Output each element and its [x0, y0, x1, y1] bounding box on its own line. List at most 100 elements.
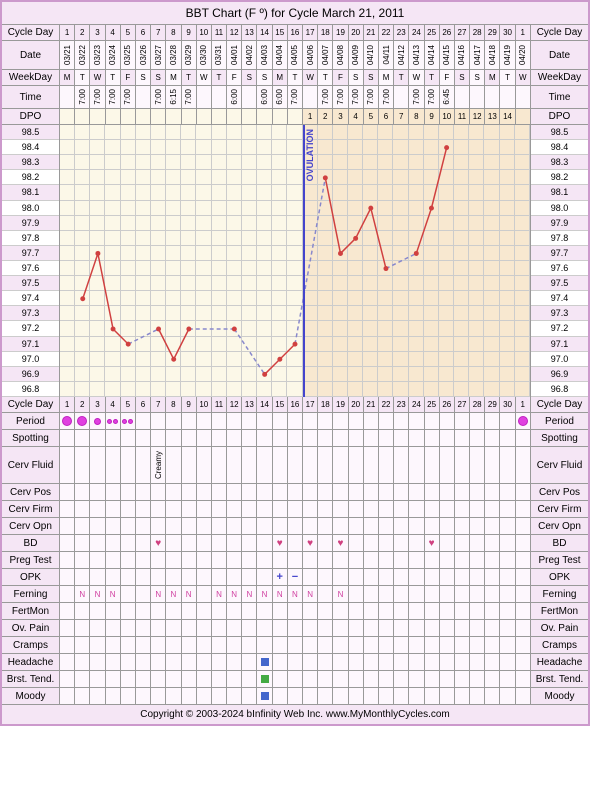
- cell: 7:00: [318, 86, 333, 108]
- cell: [151, 688, 166, 704]
- cell: [470, 671, 485, 687]
- cell: T: [182, 70, 197, 85]
- weekday-row: WeekDay MTWTFSSMTWTFSSMTWTFSSMTWTFSSMTW …: [2, 70, 588, 86]
- cell: [394, 620, 409, 636]
- cell: [516, 86, 530, 108]
- cell: 28: [470, 397, 485, 412]
- cell: [212, 671, 227, 687]
- cell: [227, 447, 242, 483]
- cell: [455, 484, 470, 500]
- cell: [257, 484, 272, 500]
- cell: 21: [364, 397, 379, 412]
- cell: [303, 413, 318, 429]
- cell: [75, 671, 90, 687]
- cell: [318, 552, 333, 568]
- cell: N: [303, 586, 318, 602]
- cell: 6:45: [440, 86, 455, 108]
- cell: [485, 535, 500, 551]
- cell: [151, 637, 166, 653]
- cell: 18: [318, 397, 333, 412]
- cell: [379, 620, 394, 636]
- cell: 4: [106, 25, 121, 40]
- cell: [333, 671, 348, 687]
- cell: [379, 603, 394, 619]
- cell: [485, 430, 500, 446]
- cell: [394, 430, 409, 446]
- cell: [409, 430, 424, 446]
- cell: T: [75, 70, 90, 85]
- cell: [227, 535, 242, 551]
- cell: [90, 569, 105, 585]
- cell: [500, 413, 515, 429]
- cell: [60, 552, 75, 568]
- cell: 04/20: [516, 41, 530, 69]
- temp-label: 98.4: [531, 140, 588, 155]
- cell: [409, 413, 424, 429]
- cell: [394, 484, 409, 500]
- cell: [425, 501, 440, 517]
- cell: [227, 637, 242, 653]
- cell: [409, 535, 424, 551]
- cell: [257, 620, 272, 636]
- heart-icon: ♥: [155, 538, 161, 549]
- cell: [303, 86, 318, 108]
- cell: [379, 447, 394, 483]
- cell: 7:00: [379, 86, 394, 108]
- cell: [106, 654, 121, 670]
- cell: [121, 501, 136, 517]
- cell: [90, 688, 105, 704]
- cell: [288, 518, 303, 534]
- cell: 6:15: [166, 86, 181, 108]
- cell: [440, 552, 455, 568]
- cell: N: [75, 586, 90, 602]
- temp-label: 97.2: [531, 321, 588, 336]
- cell: [425, 620, 440, 636]
- cell: [60, 569, 75, 585]
- cell: [470, 569, 485, 585]
- cell: [485, 413, 500, 429]
- dpo-row: DPO 1234567891011121314 DPO: [2, 109, 588, 125]
- cell: [349, 620, 364, 636]
- cell: [90, 447, 105, 483]
- cell: [136, 484, 151, 500]
- cell: [182, 603, 197, 619]
- temp-label: 97.3: [531, 306, 588, 321]
- cell: [136, 86, 151, 108]
- cell: F: [121, 70, 136, 85]
- temp-label: 97.9: [2, 216, 59, 231]
- cell: [75, 603, 90, 619]
- cell: [90, 501, 105, 517]
- cell: [257, 671, 272, 687]
- cell: [166, 484, 181, 500]
- cell: N: [288, 586, 303, 602]
- cell: [136, 654, 151, 670]
- cell: N: [90, 586, 105, 602]
- cell: [500, 620, 515, 636]
- temp-label: 97.7: [531, 246, 588, 261]
- cell: [470, 620, 485, 636]
- cell: ♥: [273, 535, 288, 551]
- cell: [333, 552, 348, 568]
- cell: [273, 637, 288, 653]
- cell: [257, 688, 272, 704]
- cell: 7:00: [121, 86, 136, 108]
- cell: [106, 413, 121, 429]
- cell: 5: [121, 397, 136, 412]
- cell: [333, 501, 348, 517]
- cell: [121, 603, 136, 619]
- cell: [121, 654, 136, 670]
- cell: 10: [197, 25, 212, 40]
- cell: [455, 552, 470, 568]
- cell: W: [516, 70, 530, 85]
- cell: [516, 671, 530, 687]
- cell: [197, 586, 212, 602]
- cell: [106, 620, 121, 636]
- cell: [425, 603, 440, 619]
- cell: [75, 447, 90, 483]
- cell: [349, 535, 364, 551]
- cell: [273, 620, 288, 636]
- cell: T: [212, 70, 227, 85]
- cell: [303, 447, 318, 483]
- cell: 22: [379, 397, 394, 412]
- cell: 03/24: [106, 41, 121, 69]
